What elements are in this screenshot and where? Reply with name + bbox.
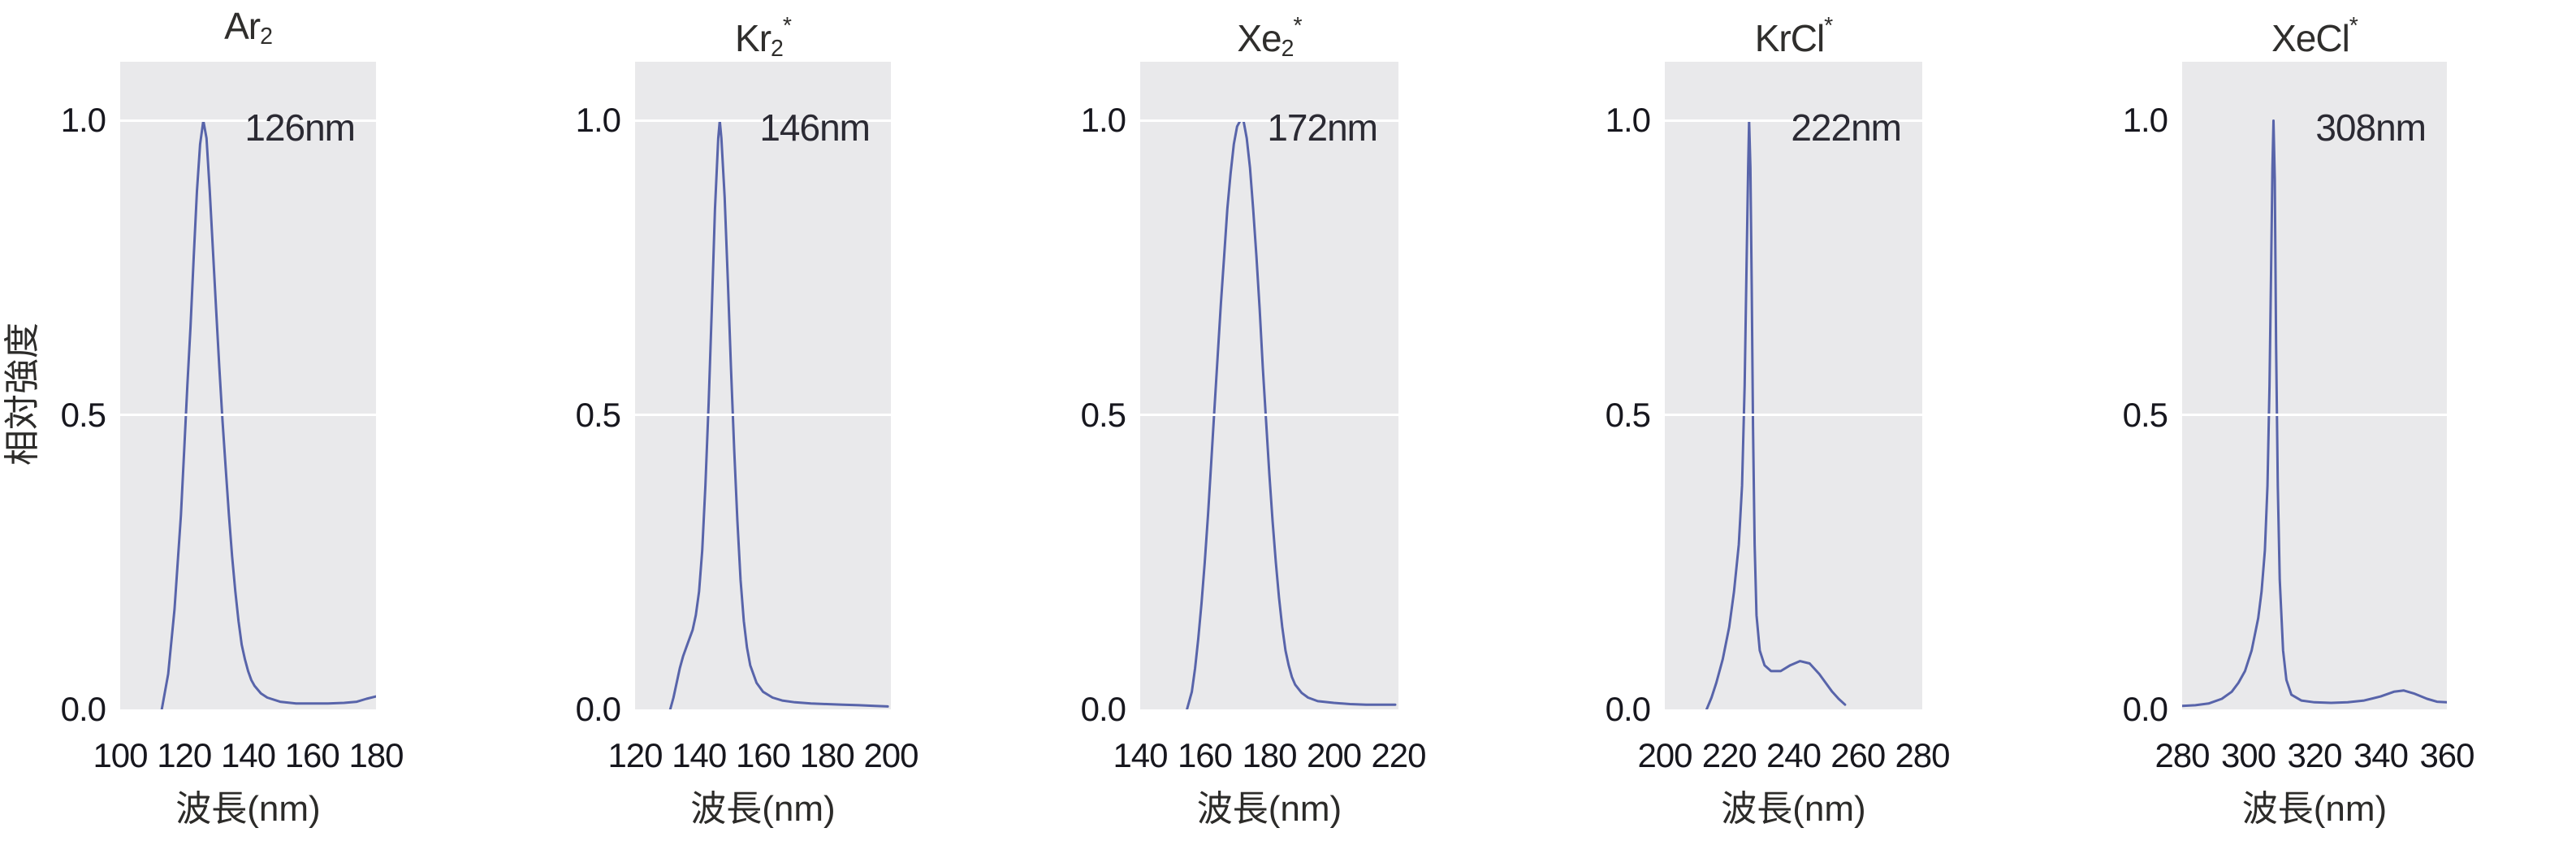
y-tick-label: 0.0 [60, 690, 106, 728]
y-gridline [2182, 414, 2447, 417]
peak-wavelength-label: 308nm [2315, 106, 2427, 149]
y-tick-label: 0.0 [2122, 690, 2168, 728]
panel-title-text: Xe [1237, 17, 1282, 59]
y-gridline [635, 119, 891, 122]
x-tick-label: 160 [735, 736, 791, 774]
panel-title-superscript: * [782, 13, 792, 39]
panel-title-text: XeCl [2271, 17, 2350, 59]
panel-title-text: Ar [224, 5, 261, 47]
y-tick-label: 0.5 [1080, 395, 1126, 434]
panel-title-subscript: 2 [1281, 36, 1294, 62]
spectrum-curve [668, 119, 889, 709]
x-tick-label: 200 [1637, 736, 1692, 774]
x-tick-label: 120 [607, 736, 663, 774]
y-tick-label: 1.0 [575, 101, 621, 140]
peak-wavelength-label: 126nm [244, 106, 356, 149]
y-tick-label: 1.0 [1605, 101, 1651, 140]
plot-area: 222nm [1665, 62, 1922, 709]
y-tick-label: 1.0 [2122, 101, 2168, 140]
panel-title: XeCl* [2182, 2, 2447, 59]
y-gridline [1665, 119, 1922, 122]
y-gridline [635, 414, 891, 417]
y-tick-label: 0.5 [2122, 395, 2168, 434]
spectrum-plot-svg [1705, 119, 1847, 709]
y-tick-label: 0.0 [575, 690, 621, 728]
spectrum-plot-svg [1186, 119, 1397, 709]
x-tick-label: 100 [93, 736, 148, 774]
spectrum-curve [160, 119, 376, 709]
x-axis-title: 波長(nm) [2241, 789, 2388, 829]
x-tick-label: 360 [2419, 736, 2474, 774]
plot-area: 146nm [635, 62, 891, 709]
spectrum-curve [1186, 119, 1397, 709]
plot-area: 126nm [120, 62, 376, 709]
x-tick-label: 260 [1830, 736, 1886, 774]
panel-title-subscript: 2 [771, 36, 784, 62]
x-tick-label: 200 [863, 736, 918, 774]
spectrum-curve [2182, 119, 2447, 708]
y-axis-title: 相対強度 [2, 323, 42, 466]
x-tick-label: 180 [348, 736, 404, 774]
x-tick-label: 180 [1242, 736, 1297, 774]
y-tick-label: 1.0 [1080, 101, 1126, 140]
y-tick-label: 0.0 [1080, 690, 1126, 728]
peak-wavelength-label: 222nm [1791, 106, 1902, 149]
x-tick-label: 280 [1895, 736, 1950, 774]
spectrum-plot-svg [2182, 119, 2447, 708]
y-tick-label: 1.0 [60, 101, 106, 140]
x-tick-label: 240 [1766, 736, 1822, 774]
panel-title: Kr2* [635, 2, 891, 62]
x-tick-label: 280 [2155, 736, 2210, 774]
y-tick-label: 0.5 [575, 395, 621, 434]
x-tick-label: 160 [284, 736, 340, 774]
x-tick-label: 220 [1701, 736, 1757, 774]
peak-wavelength-label: 172nm [1267, 106, 1378, 149]
x-axis-title: 波長(nm) [1721, 789, 1866, 829]
x-tick-label: 140 [672, 736, 727, 774]
spectrum-curve [1705, 119, 1847, 709]
x-tick-label: 200 [1306, 736, 1362, 774]
panel-title-subscript: 2 [260, 24, 273, 50]
panel-title-superscript: * [2349, 13, 2358, 39]
y-tick-label: 0.0 [1605, 690, 1651, 728]
x-axis-title: 波長(nm) [175, 789, 321, 829]
y-gridline [1140, 414, 1398, 417]
spectrum-plot-svg [668, 119, 889, 709]
panel-title-text: Kr [735, 17, 772, 59]
x-tick-label: 120 [157, 736, 212, 774]
y-gridline [1665, 414, 1922, 417]
y-tick-label: 0.5 [60, 395, 106, 434]
x-axis-title: 波長(nm) [1196, 789, 1342, 829]
x-tick-label: 300 [2220, 736, 2276, 774]
panel-title: KrCl* [1665, 2, 1922, 59]
y-tick-label: 0.5 [1605, 395, 1651, 434]
panel-title: Xe2* [1140, 2, 1398, 62]
y-gridline [120, 414, 376, 417]
x-tick-label: 320 [2287, 736, 2342, 774]
x-tick-label: 160 [1177, 736, 1233, 774]
plot-area: 308nm [2182, 62, 2447, 709]
x-tick-label: 140 [220, 736, 276, 774]
x-tick-label: 140 [1113, 736, 1168, 774]
x-axis-title: 波長(nm) [690, 789, 836, 829]
plot-area: 172nm [1140, 62, 1398, 709]
panel-title-superscript: * [1824, 13, 1833, 39]
panel-title-text: KrCl [1754, 17, 1825, 59]
y-gridline [1140, 119, 1398, 122]
panel-title: Ar2 [120, 2, 376, 52]
peak-wavelength-label: 146nm [759, 106, 871, 149]
x-tick-label: 220 [1371, 736, 1426, 774]
x-tick-label: 180 [799, 736, 855, 774]
panel-title-superscript: * [1293, 13, 1303, 39]
spectrum-plot-svg [160, 119, 376, 709]
x-tick-label: 340 [2353, 736, 2409, 774]
y-gridline [120, 119, 376, 122]
